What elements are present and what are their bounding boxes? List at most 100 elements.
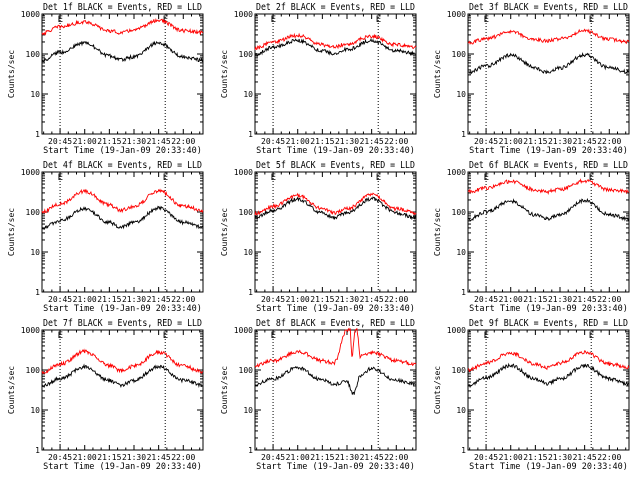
- x-tick-label: 20:45: [48, 453, 72, 462]
- chart-title: Det 4f BLACK = Events, RED = LLD: [43, 160, 202, 171]
- event-marker-label: E: [376, 15, 381, 25]
- chart-title: Det 8f BLACK = Events, RED = LLD: [256, 318, 415, 329]
- x-tick-label: 21:00: [499, 453, 523, 462]
- x-axis-label: Start Time (19-Jan-09 20:33:40): [43, 304, 202, 314]
- x-axis-label: Start Time (19-Jan-09 20:33:40): [469, 304, 628, 314]
- series-line-events: [41, 40, 204, 63]
- y-tick-label: 100: [452, 50, 467, 59]
- y-axis-label: Counts/sec: [220, 50, 229, 98]
- x-tick-label: 21:30: [122, 137, 146, 146]
- x-tick-label: 21:45: [573, 295, 597, 304]
- x-tick-label: 21:00: [286, 453, 310, 462]
- y-tick-label: 1000: [21, 168, 40, 177]
- x-tick-label: 21:15: [97, 137, 121, 146]
- series-line-events: [41, 205, 204, 230]
- y-tick-label: 1000: [234, 326, 253, 335]
- event-marker-label: E: [484, 331, 489, 341]
- x-tick-label: 21:45: [360, 137, 384, 146]
- x-axis-label: Start Time (19-Jan-09 20:33:40): [256, 146, 415, 156]
- x-tick-label: 21:00: [73, 137, 97, 146]
- x-tick-label: 20:45: [474, 137, 498, 146]
- plot-frame: [254, 13, 417, 135]
- y-tick-label: 1: [248, 288, 253, 297]
- x-tick-label: 21:00: [73, 295, 97, 304]
- x-axis-label: Start Time (19-Jan-09 20:33:40): [469, 462, 628, 472]
- x-tick-label: 21:00: [499, 137, 523, 146]
- chart-panel-7f: Det 7f BLACK = Events, RED = LLD E E 1 10 100…: [7, 318, 204, 472]
- series-line-events: [467, 197, 630, 222]
- event-marker-label: E: [271, 331, 276, 341]
- event-marker-label: E: [484, 173, 489, 183]
- event-marker-label: E: [163, 15, 168, 25]
- x-tick-label: 21:45: [360, 295, 384, 304]
- chart-panel-2f: Det 2f BLACK = Events, RED = LLD E E 1 10 100…: [220, 2, 417, 156]
- x-tick-label: 21:30: [335, 295, 359, 304]
- x-tick-label: 21:30: [335, 137, 359, 146]
- x-tick-label: 21:15: [310, 295, 334, 304]
- series-line-events: [254, 196, 417, 222]
- x-tick-label: 22:00: [171, 295, 195, 304]
- event-marker-label: E: [58, 331, 63, 341]
- event-marker-label: E: [484, 15, 489, 25]
- chart-title: Det 2f BLACK = Events, RED = LLD: [256, 2, 415, 13]
- y-tick-label: 10: [30, 406, 40, 415]
- plot-frame: [254, 329, 417, 451]
- x-tick-label: 21:30: [548, 453, 572, 462]
- event-marker-label: E: [376, 173, 381, 183]
- y-tick-label: 10: [243, 90, 253, 99]
- y-tick-label: 10: [243, 248, 253, 257]
- y-tick-label: 100: [26, 208, 41, 217]
- x-axis-label: Start Time (19-Jan-09 20:33:40): [43, 462, 202, 472]
- y-tick-label: 1: [248, 130, 253, 139]
- series-line-lld: [41, 348, 204, 375]
- plot-frame: [467, 13, 630, 135]
- y-tick-label: 100: [452, 208, 467, 217]
- y-tick-label: 100: [26, 50, 41, 59]
- x-tick-label: 20:45: [48, 295, 72, 304]
- plot-frame: [41, 13, 204, 135]
- y-tick-label: 100: [452, 366, 467, 375]
- x-tick-label: 21:30: [548, 137, 572, 146]
- chart-panel-3f: Det 3f BLACK = Events, RED = LLD E E 1 10 100…: [433, 2, 630, 156]
- y-tick-label: 1: [461, 446, 466, 455]
- event-marker-label: E: [58, 173, 63, 183]
- x-tick-label: 22:00: [384, 453, 408, 462]
- x-tick-label: 20:45: [48, 137, 72, 146]
- chart-panel-9f: Det 9f BLACK = Events, RED = LLD E E 1 10 100…: [433, 318, 630, 472]
- chart-title: Det 1f BLACK = Events, RED = LLD: [43, 2, 202, 13]
- y-tick-label: 1000: [447, 168, 466, 177]
- series-line-lld: [467, 28, 630, 45]
- x-axis-label: Start Time (19-Jan-09 20:33:40): [43, 146, 202, 156]
- y-axis-label: Counts/sec: [7, 50, 16, 98]
- y-tick-label: 1000: [447, 10, 466, 19]
- y-tick-label: 1000: [234, 10, 253, 19]
- y-tick-label: 100: [26, 366, 41, 375]
- chart-title: Det 6f BLACK = Events, RED = LLD: [469, 160, 628, 171]
- event-marker-label: E: [589, 15, 594, 25]
- y-tick-label: 100: [239, 366, 254, 375]
- y-tick-label: 100: [239, 208, 254, 217]
- x-tick-label: 22:00: [171, 137, 195, 146]
- series-line-events: [41, 363, 204, 389]
- x-tick-label: 21:30: [122, 295, 146, 304]
- y-tick-label: 1: [461, 288, 466, 297]
- x-tick-label: 21:45: [360, 453, 384, 462]
- series-line-events: [254, 365, 417, 395]
- y-tick-label: 1: [35, 130, 40, 139]
- series-line-events: [467, 51, 630, 76]
- x-tick-label: 21:15: [310, 453, 334, 462]
- y-tick-label: 1: [461, 130, 466, 139]
- y-axis-label: Counts/sec: [433, 208, 442, 256]
- series-line-events: [467, 362, 630, 389]
- y-axis-label: Counts/sec: [7, 208, 16, 256]
- plot-frame: [41, 329, 204, 451]
- y-tick-label: 10: [456, 406, 466, 415]
- x-tick-label: 21:45: [573, 453, 597, 462]
- series-line-lld: [467, 350, 630, 373]
- y-axis-label: Counts/sec: [433, 366, 442, 414]
- x-tick-label: 21:15: [310, 137, 334, 146]
- series-line-lld: [41, 18, 204, 36]
- chart-title: Det 5f BLACK = Events, RED = LLD: [256, 160, 415, 171]
- event-marker-label: E: [163, 173, 168, 183]
- x-tick-label: 20:45: [474, 295, 498, 304]
